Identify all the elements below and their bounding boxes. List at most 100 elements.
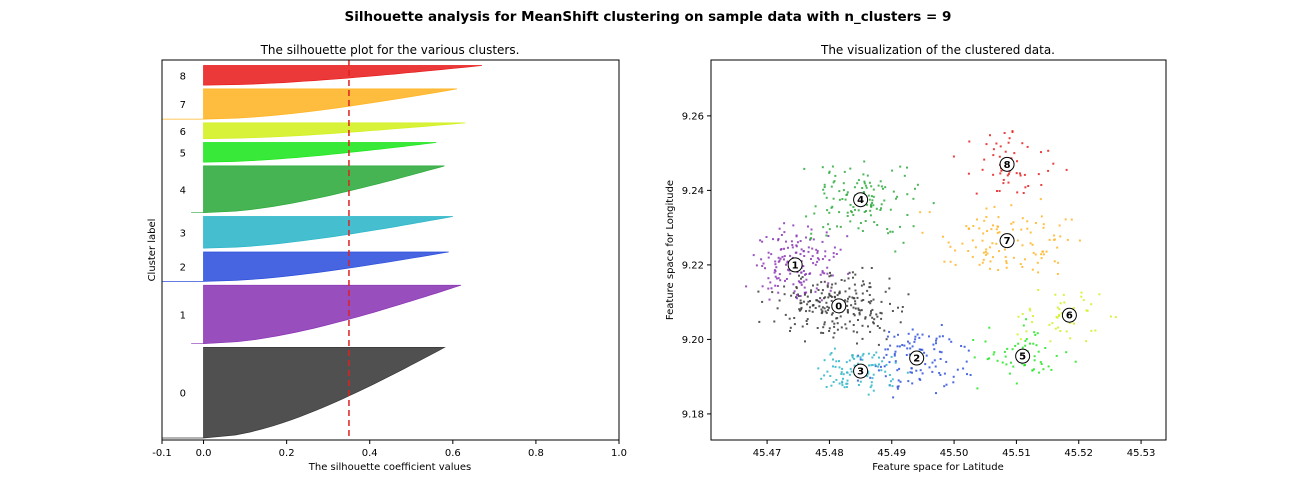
- scatter-point-cluster-3: [840, 371, 843, 374]
- scatter-point-cluster-6: [1057, 326, 1060, 329]
- scatter-point-cluster-2: [916, 333, 919, 336]
- scatter-point-cluster-1: [788, 269, 791, 272]
- scatter-point-cluster-4: [880, 185, 883, 188]
- scatter-point-cluster-7: [947, 241, 950, 244]
- scatter-point-cluster-4: [828, 228, 831, 231]
- silhouette-cluster-4: [191, 165, 445, 214]
- scatter-point-cluster-0: [823, 307, 826, 310]
- scatter-point-cluster-1: [785, 278, 788, 280]
- cluster-center-label-8: 8: [1004, 160, 1011, 171]
- scatter-point-cluster-2: [933, 359, 936, 362]
- scatter-point-cluster-4: [879, 180, 882, 183]
- scatter-point-cluster-3: [867, 372, 870, 375]
- scatter-point-cluster-7: [985, 253, 987, 256]
- scatter-point-cluster-7: [1058, 224, 1061, 227]
- scatter-point-cluster-0: [806, 323, 809, 325]
- scatter-point-cluster-2: [913, 340, 916, 343]
- scatter-point-cluster-4: [880, 207, 882, 210]
- scatter-point-cluster-7: [971, 255, 974, 258]
- scatter-point-cluster-0: [859, 309, 862, 312]
- scatter-point-cluster-4: [889, 230, 892, 233]
- scatter-point-cluster-0: [885, 338, 888, 341]
- scatter-point-cluster-1: [783, 255, 786, 258]
- scatter-point-cluster-7: [1040, 257, 1043, 260]
- cluster-center-marker-5: [1015, 348, 1031, 364]
- scatter-point-cluster-4: [845, 194, 848, 196]
- scatter-point-cluster-3: [867, 393, 870, 396]
- scatter-point-cluster-7: [1012, 256, 1015, 259]
- scatter-point-cluster-2: [923, 351, 926, 354]
- scatter-point-cluster-7: [1020, 228, 1023, 231]
- scatter-point-cluster-6: [1028, 307, 1031, 310]
- scatter-point-cluster-2: [893, 335, 896, 338]
- scatter-point-cluster-3: [872, 373, 875, 376]
- scatter-point-cluster-0: [828, 327, 831, 330]
- scatter-point-cluster-1: [810, 228, 813, 231]
- scatter-point-cluster-8: [998, 155, 1001, 158]
- scatter-point-cluster-0: [840, 326, 843, 329]
- scatter-point-cluster-1: [786, 261, 789, 264]
- scatter-point-cluster-4: [832, 197, 835, 200]
- scatter-point-cluster-0: [864, 316, 867, 319]
- scatter-point-cluster-2: [898, 367, 901, 370]
- scatter-point-cluster-2: [893, 352, 896, 355]
- scatter-point-cluster-1: [847, 272, 850, 275]
- scatter-point-cluster-0: [856, 296, 859, 299]
- scatter-point-cluster-8: [1027, 185, 1030, 187]
- scatter-point-cluster-4: [838, 211, 841, 214]
- scatter-point-cluster-7: [996, 225, 999, 228]
- scatter-point-cluster-0: [788, 317, 791, 320]
- scatter-point-cluster-1: [777, 260, 780, 263]
- scatter-point-cluster-5: [1024, 339, 1027, 342]
- scatter-point-cluster-0: [880, 312, 883, 315]
- scatter-point-cluster-5: [972, 339, 975, 341]
- scatter-point-cluster-0: [847, 277, 850, 280]
- scatter-point-cluster-0: [868, 286, 871, 289]
- scatter-point-cluster-3: [862, 352, 865, 355]
- scatter-point-cluster-1: [789, 272, 792, 275]
- scatter-point-cluster-8: [1052, 162, 1055, 165]
- scatter-point-cluster-2: [892, 396, 895, 399]
- scatter-point-cluster-2: [856, 379, 859, 382]
- scatter-point-cluster-0: [829, 294, 832, 297]
- silhouette-x-tick-label: 0.2: [279, 448, 295, 459]
- scatter-point-cluster-0: [825, 311, 828, 314]
- scatter-point-cluster-1: [795, 293, 798, 296]
- scatter-point-cluster-0: [870, 267, 873, 269]
- scatter-point-cluster-5: [1015, 382, 1018, 385]
- scatter-point-cluster-8: [985, 143, 988, 146]
- scatter-point-cluster-1: [810, 258, 812, 260]
- scatter-point-cluster-0: [821, 306, 824, 309]
- silhouette-x-tick-label: 0.4: [362, 448, 378, 459]
- scatter-point-cluster-3: [861, 358, 864, 361]
- scatter-point-cluster-6: [1085, 309, 1088, 312]
- scatter-point-cluster-7: [1021, 244, 1024, 247]
- scatter-point-cluster-6: [1094, 329, 1097, 332]
- scatter-y-label: Feature space for Longitude: [665, 180, 676, 320]
- scatter-point-cluster-1: [761, 240, 764, 243]
- scatter-point-cluster-3: [870, 384, 873, 387]
- scatter-point-cluster-1: [791, 244, 794, 246]
- scatter-point-cluster-0: [836, 328, 839, 331]
- scatter-point-cluster-4: [906, 193, 909, 196]
- scatter-point-cluster-7: [1064, 218, 1067, 221]
- scatter-point-cluster-0: [819, 297, 822, 300]
- scatter-y-tick-label: 9.24: [682, 186, 704, 197]
- scatter-point-cluster-0: [848, 287, 851, 290]
- scatter-point-cluster-0: [844, 299, 846, 302]
- scatter-point-cluster-4: [883, 199, 886, 202]
- scatter-point-cluster-2: [928, 335, 930, 338]
- scatter-point-cluster-3: [825, 386, 828, 388]
- scatter-point-cluster-0: [864, 317, 867, 320]
- scatter-point-cluster-1: [805, 291, 808, 294]
- scatter-point-cluster-4: [828, 171, 831, 174]
- scatter-point-cluster-7: [998, 250, 1000, 253]
- scatter-point-cluster-6: [1080, 291, 1083, 294]
- scatter-point-cluster-0: [810, 291, 812, 294]
- scatter-point-cluster-4: [864, 220, 867, 222]
- scatter-point-cluster-4: [842, 182, 845, 185]
- scatter-point-cluster-7: [1042, 253, 1045, 256]
- scatter-point-cluster-7: [982, 258, 985, 261]
- scatter-point-cluster-4: [838, 190, 841, 193]
- scatter-point-cluster-4: [916, 183, 919, 186]
